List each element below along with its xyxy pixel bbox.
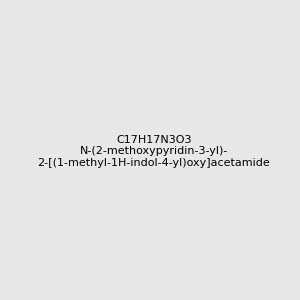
Text: C17H17N3O3
N-(2-methoxypyridin-3-yl)-
2-[(1-methyl-1H-indol-4-yl)oxy]acetamide: C17H17N3O3 N-(2-methoxypyridin-3-yl)- 2-…: [38, 135, 270, 168]
